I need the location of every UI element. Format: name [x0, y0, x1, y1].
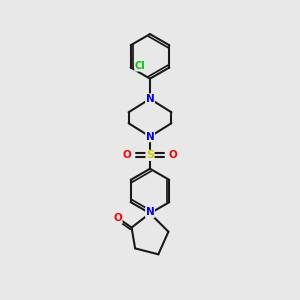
- Text: N: N: [146, 94, 154, 104]
- Text: N: N: [146, 207, 154, 218]
- Text: Cl: Cl: [135, 61, 146, 71]
- Text: N: N: [146, 132, 154, 142]
- Text: S: S: [146, 150, 154, 160]
- Text: O: O: [169, 150, 178, 160]
- Text: O: O: [113, 213, 122, 224]
- Text: O: O: [122, 150, 131, 160]
